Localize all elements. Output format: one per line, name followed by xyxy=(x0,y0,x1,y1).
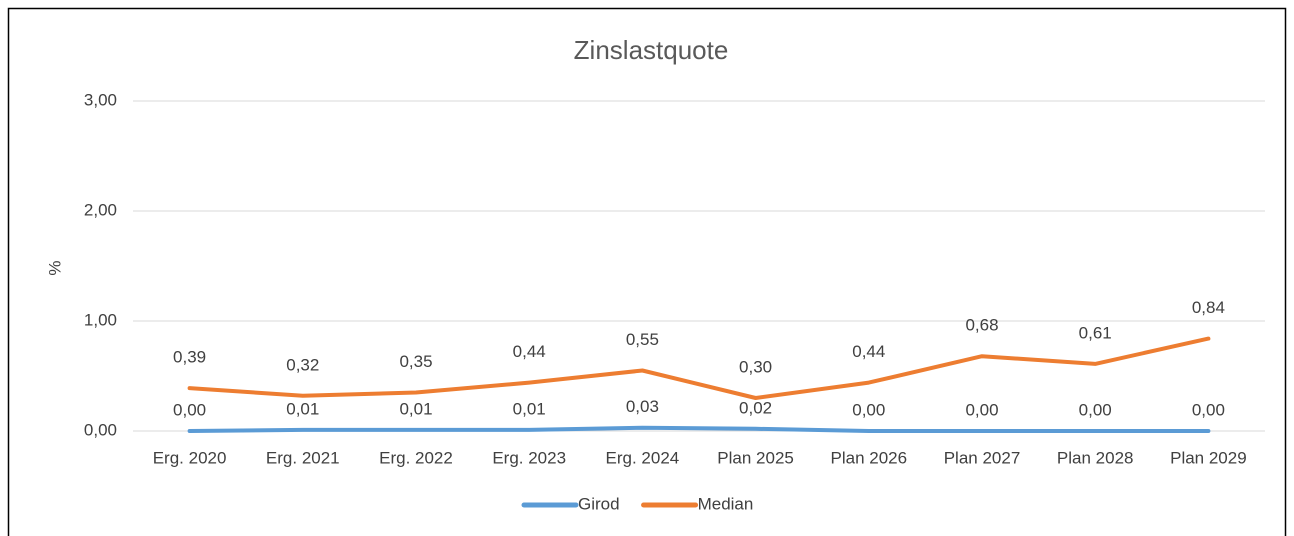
data-label: 0,00 xyxy=(965,400,998,419)
data-label: 0,44 xyxy=(852,342,885,361)
x-tick-label: Plan 2027 xyxy=(944,448,1021,467)
data-label: 0,00 xyxy=(852,400,885,419)
y-tick-label: 2,00 xyxy=(84,200,117,219)
chart-title: Zinslastquote xyxy=(574,35,729,65)
data-label: 0,39 xyxy=(173,348,206,367)
x-tick-label: Erg. 2022 xyxy=(379,448,453,467)
data-label: 0,61 xyxy=(1079,323,1112,342)
x-tick-label: Erg. 2021 xyxy=(266,448,340,467)
data-label: 0,68 xyxy=(965,316,998,335)
y-axis-label: % xyxy=(45,260,64,275)
data-label: 0,84 xyxy=(1192,298,1225,317)
data-label: 0,35 xyxy=(399,352,432,371)
legend-label: Girod xyxy=(578,494,620,513)
data-label: 0,01 xyxy=(399,399,432,418)
y-tick-label: 0,00 xyxy=(84,420,117,439)
data-label: 0,00 xyxy=(1079,400,1112,419)
data-label: 0,32 xyxy=(286,355,319,374)
x-tick-label: Plan 2025 xyxy=(717,448,794,467)
data-label: 0,00 xyxy=(173,400,206,419)
x-tick-label: Erg. 2024 xyxy=(606,448,680,467)
y-tick-label: 1,00 xyxy=(84,310,117,329)
data-label: 0,30 xyxy=(739,357,772,376)
legend-label: Median xyxy=(698,494,754,513)
data-line xyxy=(187,336,1211,400)
data-label: 0,44 xyxy=(513,342,546,361)
data-label: 0,02 xyxy=(739,398,772,417)
chart-frame xyxy=(7,7,1287,536)
y-tick-label: 3,00 xyxy=(84,90,117,109)
x-tick-label: Plan 2029 xyxy=(1170,448,1247,467)
x-tick-label: Plan 2026 xyxy=(831,448,908,467)
data-label: 0,00 xyxy=(1192,400,1225,419)
data-label: 0,55 xyxy=(626,330,659,349)
x-tick-label: Erg. 2023 xyxy=(492,448,566,467)
data-label: 0,01 xyxy=(513,399,546,418)
data-label: 0,03 xyxy=(626,397,659,416)
data-line xyxy=(187,425,1211,433)
x-tick-label: Plan 2028 xyxy=(1057,448,1134,467)
data-label: 0,01 xyxy=(286,399,319,418)
x-tick-label: Erg. 2020 xyxy=(153,448,227,467)
